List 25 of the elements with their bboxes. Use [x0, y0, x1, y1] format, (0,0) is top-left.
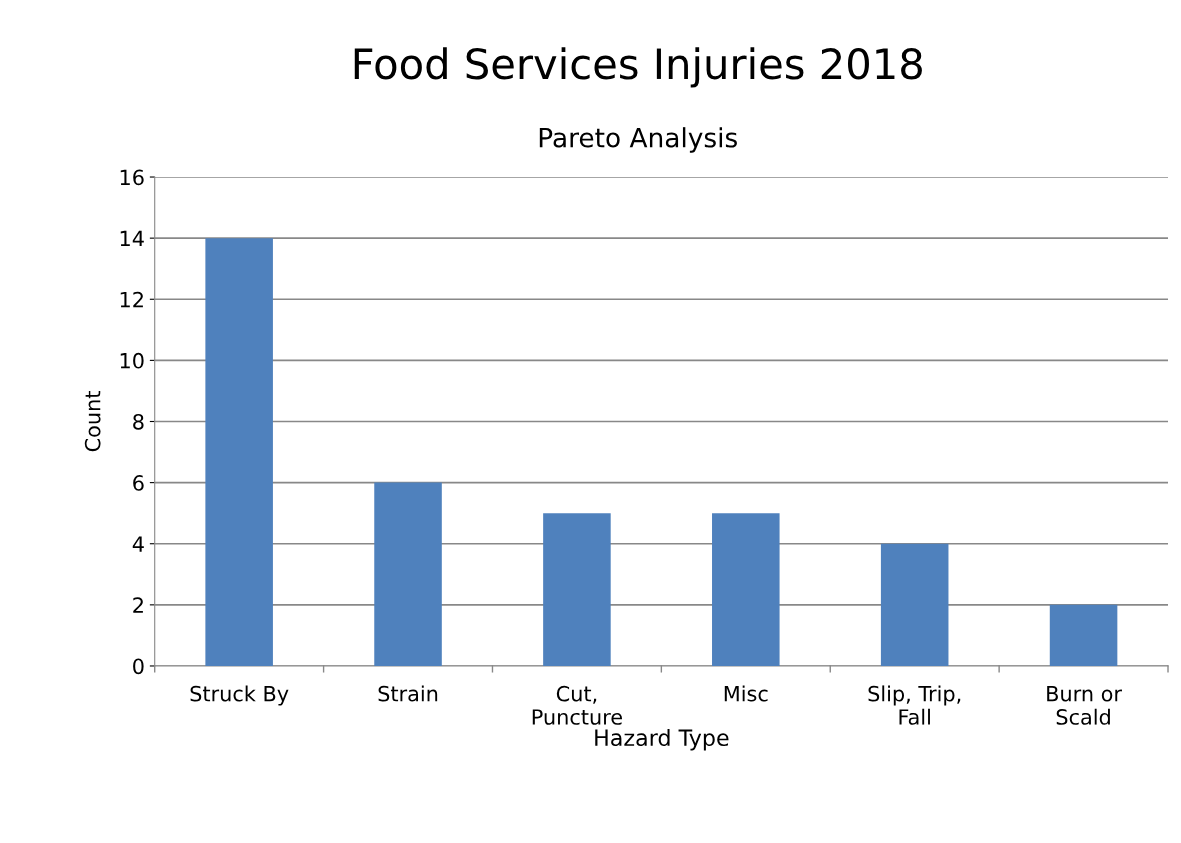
- x-tick-label: Burn or Scald: [1047, 686, 1122, 725]
- chart-title: Food Services Injuries 2018: [354, 47, 922, 88]
- bar: [880, 543, 949, 666]
- bar: [1049, 604, 1118, 666]
- y-tick-label: 4: [132, 536, 144, 552]
- bar: [205, 238, 273, 666]
- y-tick-label: 16: [120, 169, 144, 186]
- y-tick-label: 12: [120, 291, 143, 308]
- y-tick-label: 14: [120, 230, 144, 247]
- y-tick-label: 10: [120, 352, 144, 369]
- bar: [543, 513, 611, 666]
- x-axis-title: Hazard Type: [595, 728, 729, 751]
- bar: [374, 482, 442, 666]
- bar: [712, 513, 780, 666]
- x-tick-label: Struck By: [190, 685, 289, 706]
- chart-subtitle: Pareto Analysis: [539, 127, 737, 153]
- x-tick-label: Misc: [724, 685, 768, 702]
- y-tick-label: 8: [133, 413, 144, 430]
- y-axis-title: Count: [84, 391, 101, 452]
- y-tick-label: 2: [133, 597, 143, 613]
- y-tick-label: 0: [133, 658, 144, 675]
- x-tick-label: Cut, Puncture: [532, 685, 622, 725]
- x-tick-label: Strain: [378, 685, 438, 702]
- x-tick-label: Slip, Trip, Fall: [868, 685, 961, 725]
- y-tick-label: 6: [133, 475, 144, 491]
